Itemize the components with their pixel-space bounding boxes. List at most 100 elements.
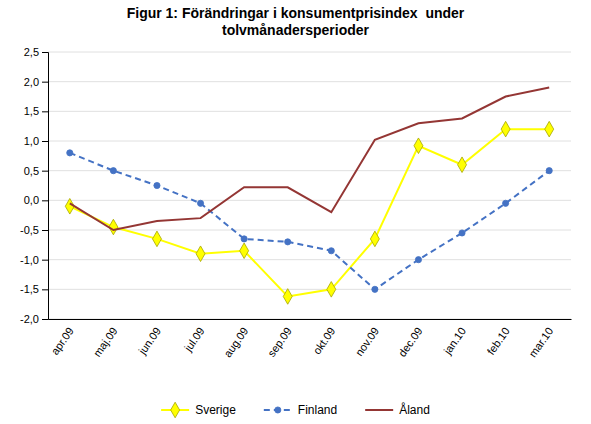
marker <box>415 257 421 263</box>
x-tick: mar.10 <box>526 325 555 359</box>
x-tick-label: okt.09 <box>310 325 337 356</box>
legend-item: Åland <box>365 402 430 417</box>
x-tick: nov.09 <box>353 325 381 358</box>
marker <box>372 286 378 292</box>
x-tick: jan.10 <box>441 325 469 357</box>
grid-line <box>48 170 571 171</box>
legend-label: Åland <box>399 402 430 417</box>
series-markers <box>67 150 553 293</box>
x-tick-label: nov.09 <box>353 325 381 358</box>
x-tick: dec.09 <box>396 325 425 359</box>
y-tick-mark <box>42 230 48 231</box>
legend-swatch <box>365 409 393 411</box>
plot: -2,0 -1,5 -1,0 -0,5 0,0 0,5 1,0 1,5 2,0 2,5 apr.09… <box>20 46 571 359</box>
grid-line <box>48 319 571 320</box>
marker <box>545 121 554 137</box>
y-tick: -1,0 <box>20 254 48 266</box>
y-tick: 0,5 <box>24 165 48 177</box>
x-tick: aug.09 <box>221 325 250 359</box>
y-axis: -2,0 -1,5 -1,0 -0,5 0,0 0,5 1,0 1,5 2,0 2,5 <box>20 46 48 325</box>
y-tick: 1,5 <box>24 105 48 117</box>
y-tick: -0,5 <box>20 224 48 236</box>
x-tick-label: aug.09 <box>221 325 250 359</box>
y-tick-label: 1,0 <box>24 135 39 147</box>
marker <box>327 282 336 298</box>
y-tick-mark <box>42 52 48 53</box>
x-tick-label: maj.09 <box>91 325 120 359</box>
y-tick: 2,5 <box>24 46 48 58</box>
marker <box>414 138 423 154</box>
marks <box>65 88 553 305</box>
y-tick: 0,0 <box>24 194 48 206</box>
marker <box>241 236 247 242</box>
marker <box>152 231 161 247</box>
legend-label: Sverige <box>195 403 236 417</box>
x-axis: apr.09 maj.09 jun.09 jul.09 aug.09 sep.09 okt.… <box>49 320 572 360</box>
marker <box>458 157 467 173</box>
marker <box>370 231 379 247</box>
marker <box>285 239 291 245</box>
series-line <box>70 88 549 230</box>
x-tick-label: jun.09 <box>136 325 164 357</box>
grid-line <box>48 111 571 112</box>
y-tick-label: 1,5 <box>24 105 39 117</box>
marker <box>503 200 509 206</box>
grid-line <box>48 289 571 290</box>
y-tick-mark <box>42 82 48 83</box>
marker <box>328 248 334 254</box>
marker <box>110 168 116 174</box>
y-tick-mark <box>42 289 48 290</box>
legend-marker <box>275 407 281 413</box>
x-tick: apr.09 <box>49 325 76 357</box>
y-tick: -1,5 <box>20 283 48 295</box>
legend-item: Sverige <box>161 402 236 418</box>
marker <box>546 168 552 174</box>
x-tick-label: feb.10 <box>484 325 511 357</box>
y-tick-mark <box>42 200 48 201</box>
series-line <box>70 153 549 289</box>
x-tick: okt.09 <box>310 325 337 356</box>
x-tick: jul.09 <box>181 325 206 354</box>
x-tick: jun.09 <box>136 325 164 357</box>
y-tick-mark <box>42 141 48 142</box>
legend-marker <box>171 402 180 418</box>
y-tick-label: -0,5 <box>20 224 39 236</box>
y-axis-line <box>42 53 49 320</box>
y-tick-label: 0,0 <box>24 194 39 206</box>
y-tick-mark <box>42 319 48 320</box>
x-tick-label: mar.10 <box>526 325 555 359</box>
marker <box>196 246 205 262</box>
marker <box>283 289 292 305</box>
x-tick-label: dec.09 <box>396 325 425 359</box>
grid-line <box>48 81 571 82</box>
marker <box>67 150 73 156</box>
grid-line <box>48 259 571 260</box>
y-tick-mark <box>42 260 48 261</box>
chart: Figur 1: Förändringar i konsumentprisind… <box>0 0 591 424</box>
marker <box>154 182 160 188</box>
legend-label: Finland <box>298 403 337 417</box>
x-tick: sep.09 <box>265 325 294 359</box>
y-tick-label: 0,5 <box>24 165 39 177</box>
marker <box>240 243 249 259</box>
title: Figur 1: Förändringar i konsumentprisind… <box>127 5 465 38</box>
series-line <box>70 129 549 296</box>
x-tick-label: sep.09 <box>265 325 294 359</box>
legend-item: Finland <box>264 403 337 417</box>
y-tick-label: -1,0 <box>20 254 39 266</box>
y-tick: -2,0 <box>20 313 48 325</box>
y-tick-label: -2,0 <box>20 313 39 325</box>
x-tick: feb.10 <box>484 325 511 357</box>
y-tick-label: 2,5 <box>24 46 39 58</box>
legend: Sverige Finland Åland <box>161 402 430 418</box>
x-tick-label: jul.09 <box>181 325 206 354</box>
y-tick: 2,0 <box>24 76 48 88</box>
y-tick-mark <box>42 111 48 112</box>
y-tick-label: 2,0 <box>24 76 39 88</box>
y-tick-mark <box>42 171 48 172</box>
x-tick-label: jan.10 <box>441 325 469 357</box>
y-tick: 1,0 <box>24 135 48 147</box>
y-tick-label: -1,5 <box>20 283 39 295</box>
x-axis-line <box>49 319 572 320</box>
marker <box>501 121 510 137</box>
